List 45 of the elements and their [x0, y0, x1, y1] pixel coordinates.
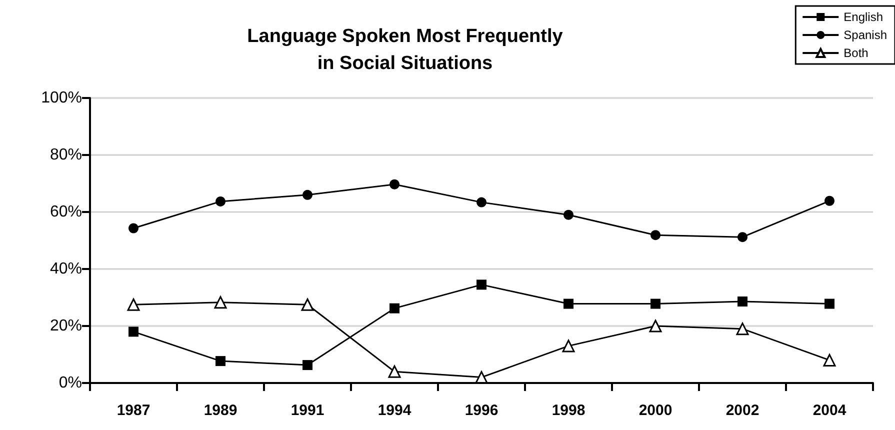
- point: [128, 326, 138, 337]
- point: [738, 296, 748, 306]
- point: [302, 360, 312, 370]
- chart-title: Language Spoken Most Frequently in Social Situations: [247, 26, 564, 74]
- x-tick-label: 1989: [204, 402, 238, 419]
- point: [476, 280, 486, 290]
- x-tick-label: 1991: [290, 402, 324, 419]
- point: [650, 230, 660, 240]
- point: [128, 223, 138, 234]
- y-tick-label: 100%: [41, 90, 82, 106]
- point: [824, 196, 834, 206]
- y-tick-label: 0%: [58, 374, 82, 392]
- point: [564, 210, 574, 220]
- point: [390, 303, 400, 314]
- point: [216, 356, 226, 366]
- point: [650, 298, 660, 309]
- x-tick-label: 1996: [464, 402, 498, 419]
- point: [302, 190, 312, 200]
- point: [127, 298, 140, 311]
- y-tick-label: 20%: [50, 318, 82, 334]
- point: [476, 197, 486, 208]
- legend-label: Both: [844, 46, 868, 60]
- point: [824, 298, 834, 309]
- point: [564, 298, 574, 309]
- point: [214, 296, 227, 309]
- point: [388, 365, 401, 378]
- legend-label: English: [844, 10, 883, 24]
- x-tick-label: 1998: [552, 402, 586, 419]
- x-tick-label: 1994: [378, 402, 412, 419]
- point: [823, 354, 836, 366]
- x-tick-label: 1987: [116, 402, 150, 419]
- point: [390, 179, 400, 190]
- point: [216, 196, 226, 206]
- x-tick-label: 2004: [812, 402, 847, 419]
- y-tick-label: 80%: [50, 146, 82, 164]
- point: [736, 322, 749, 336]
- x-tick-label: 2000: [638, 402, 672, 419]
- legend-label: Spanish: [844, 28, 888, 42]
- point: [738, 232, 748, 242]
- point: [562, 340, 575, 352]
- point: [649, 320, 662, 332]
- y-tick-label: 60%: [50, 204, 82, 220]
- y-tick-label: 40%: [50, 260, 82, 278]
- point: [301, 298, 314, 311]
- x-tick-label: 2002: [726, 402, 760, 419]
